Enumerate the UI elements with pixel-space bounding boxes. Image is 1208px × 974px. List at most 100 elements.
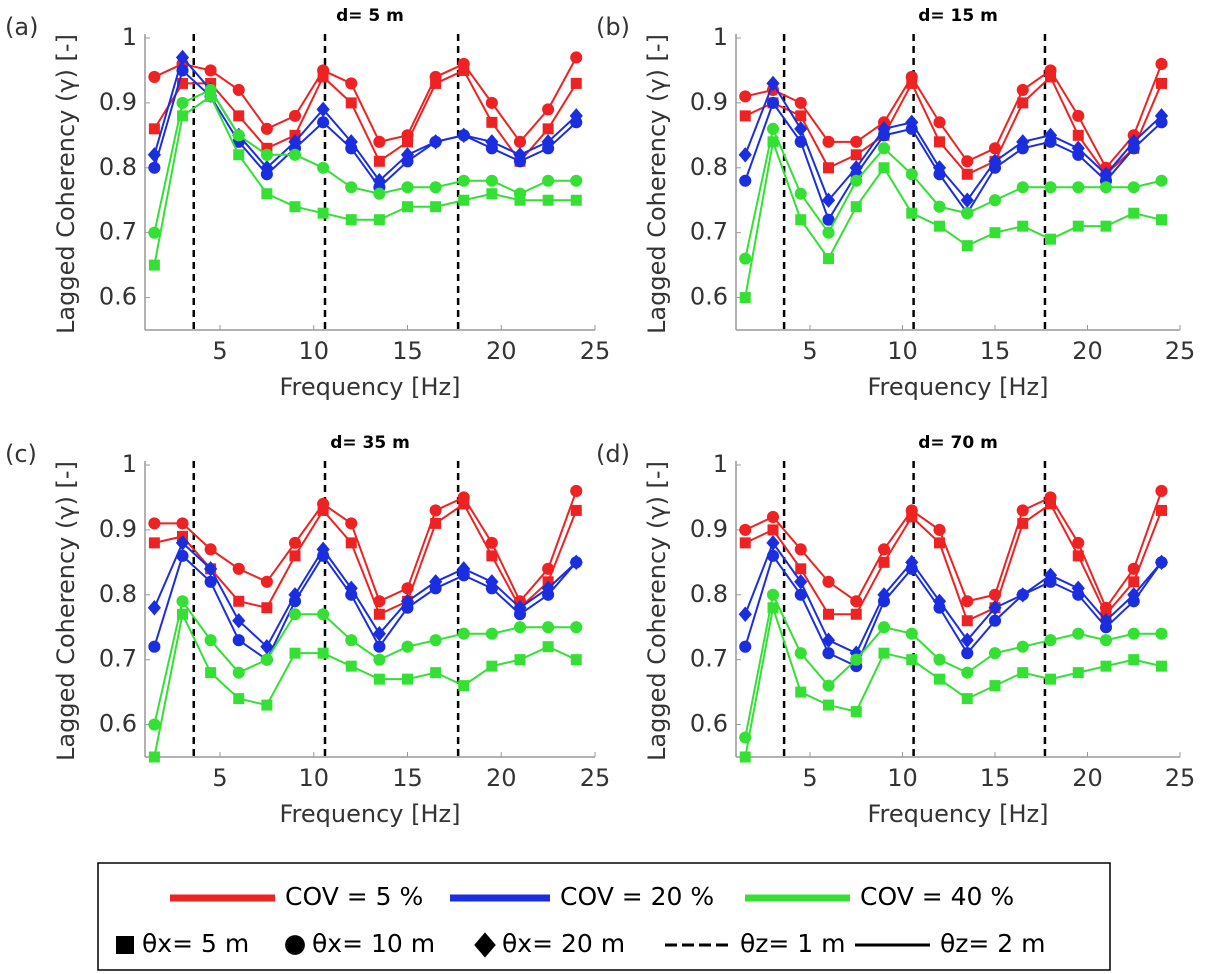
marker-circle: [1127, 142, 1140, 155]
marker-square: [373, 214, 385, 226]
marker-circle: [260, 575, 273, 588]
marker-square: [878, 647, 890, 659]
marker-circle: [288, 109, 302, 122]
marker-square: [289, 201, 301, 213]
marker-circle: [1016, 588, 1029, 601]
marker-circle: [933, 200, 946, 213]
marker-circle: [148, 70, 161, 83]
marker-circle: [401, 640, 414, 653]
marker-circle: [1155, 116, 1168, 129]
x-tick-label: 15: [392, 337, 423, 365]
marker-square: [458, 194, 470, 206]
marker-diamond: [147, 600, 161, 616]
marker-square: [486, 116, 498, 128]
marker-circle: [933, 653, 946, 666]
marker-circle: [850, 653, 863, 666]
series-line: [744, 100, 1163, 222]
marker-circle: [542, 142, 555, 155]
marker-circle: [1127, 595, 1140, 608]
marker-diamond: [1071, 140, 1085, 157]
marker-circle: [204, 64, 217, 77]
marker-circle: [933, 116, 946, 129]
marker-circle: [485, 536, 498, 549]
series-line: [153, 554, 578, 662]
marker-circle: [317, 549, 330, 562]
marker-circle: [1155, 57, 1168, 71]
marker-square: [148, 537, 160, 549]
marker-circle: [794, 543, 807, 556]
marker-circle: [905, 627, 918, 640]
series-line: [744, 125, 1162, 259]
marker-circle: [285, 935, 305, 955]
series-line: [154, 490, 578, 604]
marker-circle: [1044, 575, 1057, 588]
marker-circle: [176, 96, 189, 109]
x-tick-label: 5: [802, 337, 817, 365]
marker-circle: [232, 634, 245, 647]
marker-square: [233, 149, 245, 161]
marker-diamond: [232, 613, 246, 629]
marker-square: [570, 194, 582, 206]
marker-square: [317, 71, 329, 83]
marker-circle: [988, 647, 1002, 660]
marker-square: [345, 214, 357, 226]
marker-square: [261, 699, 273, 711]
marker-circle: [485, 174, 498, 187]
y-axis-label: Lagged Coherency (γ) [-]: [52, 34, 80, 334]
chart-title: d= 35 m: [330, 433, 410, 453]
x-axis-label: Frequency [Hz]: [280, 373, 461, 401]
marker-circle: [961, 647, 974, 660]
series-line: [153, 68, 577, 189]
y-tick-label: 0.6: [690, 283, 728, 311]
marker-square: [795, 110, 807, 122]
marker-square: [116, 936, 134, 954]
marker-circle: [739, 640, 752, 653]
marker-square: [317, 207, 329, 219]
marker-circle: [457, 569, 470, 582]
marker-square: [233, 693, 245, 705]
marker-circle: [822, 679, 835, 692]
marker-square: [373, 673, 385, 685]
marker-diamond: [1099, 613, 1113, 629]
marker-diamond: [344, 580, 358, 596]
marker-square: [261, 188, 273, 200]
marker-square: [795, 563, 807, 575]
marker-circle: [232, 129, 245, 142]
marker-circle: [513, 621, 527, 634]
marker-diamond: [1127, 587, 1141, 603]
marker-circle: [485, 96, 498, 109]
legend-label: θx= 20 m: [502, 929, 625, 958]
marker-circle: [877, 621, 891, 634]
marker-square: [767, 136, 779, 148]
marker-square: [934, 220, 945, 232]
marker-square: [739, 537, 751, 549]
marker-circle: [822, 647, 835, 660]
marker-circle: [457, 129, 470, 142]
y-tick-label: 0.6: [99, 283, 137, 311]
series-line: [744, 490, 1163, 610]
marker-circle: [176, 64, 189, 77]
marker-circle: [766, 96, 780, 109]
panel-label: (a): [5, 13, 38, 41]
marker-diamond: [541, 580, 555, 596]
marker-square: [1017, 667, 1029, 679]
x-tick-label: 25: [580, 764, 611, 792]
legend-label: θx= 10 m: [312, 929, 435, 958]
marker-square: [402, 673, 413, 685]
marker-diamond: [932, 593, 947, 609]
marker-square: [850, 608, 862, 620]
marker-circle: [570, 51, 583, 64]
panel-label: (b): [596, 13, 630, 41]
marker-diamond: [960, 632, 974, 648]
marker-circle: [1155, 174, 1168, 187]
y-tick-label: 0.9: [690, 88, 728, 116]
legend-label: COV = 5 %: [285, 882, 423, 911]
marker-square: [1072, 129, 1084, 141]
marker-diamond: [1071, 580, 1085, 596]
marker-circle: [260, 653, 273, 666]
series-line: [153, 611, 577, 758]
y-axis-label: Lagged Coherency (γ) [-]: [643, 461, 671, 761]
marker-square: [542, 194, 554, 206]
x-tick-label: 25: [1165, 764, 1196, 792]
